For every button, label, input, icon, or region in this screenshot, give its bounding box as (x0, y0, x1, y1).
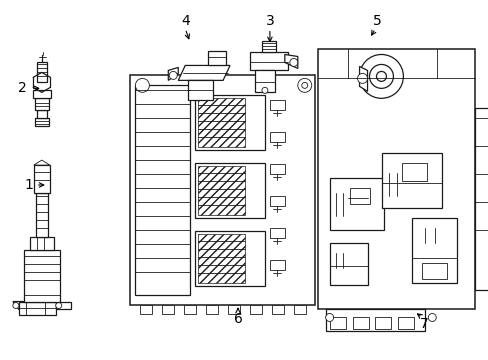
Bar (195, 95, 264, 150)
Bar (375, 318, 390, 329)
Bar (329, 243, 367, 285)
Polygon shape (130, 75, 314, 305)
Polygon shape (168, 67, 178, 80)
Bar (36, 193, 48, 237)
Bar (195, 163, 264, 218)
Text: 4: 4 (181, 14, 189, 28)
Bar (269, 132, 285, 142)
Text: 3: 3 (265, 14, 274, 28)
Bar (35, 98, 49, 110)
Bar (208, 50, 225, 66)
Bar (249, 305, 262, 315)
Text: 6: 6 (233, 312, 242, 327)
Circle shape (359, 54, 403, 98)
Bar (329, 178, 384, 230)
Bar (349, 188, 369, 204)
Bar (206, 305, 218, 315)
Bar (325, 310, 425, 332)
Circle shape (357, 73, 367, 84)
Bar (382, 153, 441, 208)
Bar (34, 165, 50, 193)
Bar (37, 110, 47, 118)
Bar (254, 71, 274, 92)
Text: 5: 5 (372, 14, 381, 28)
Circle shape (135, 78, 149, 92)
Bar (269, 164, 285, 174)
Bar (402, 163, 427, 181)
Bar (33, 90, 51, 98)
Circle shape (297, 78, 311, 92)
Text: 1: 1 (24, 178, 33, 192)
Circle shape (262, 87, 267, 93)
Bar (271, 305, 283, 315)
Bar (422, 263, 447, 279)
Text: 7: 7 (419, 318, 428, 332)
Circle shape (289, 58, 297, 67)
Circle shape (369, 64, 393, 88)
Bar (37, 62, 47, 82)
Bar (135, 85, 190, 294)
Polygon shape (19, 302, 56, 315)
Bar (329, 318, 345, 329)
Bar (411, 218, 456, 283)
Polygon shape (13, 302, 31, 310)
Bar (30, 237, 54, 250)
Polygon shape (249, 53, 287, 71)
Bar (269, 100, 285, 110)
Circle shape (301, 82, 307, 88)
Bar (227, 305, 240, 315)
Bar (195, 231, 264, 285)
Polygon shape (317, 49, 474, 310)
Bar (140, 305, 152, 315)
Polygon shape (56, 302, 71, 310)
Circle shape (13, 302, 19, 309)
Bar (352, 318, 368, 329)
Circle shape (56, 302, 61, 309)
Bar (293, 305, 305, 315)
Bar (269, 228, 285, 238)
Polygon shape (178, 66, 229, 80)
Polygon shape (285, 54, 297, 68)
Circle shape (427, 314, 435, 321)
Circle shape (325, 314, 333, 321)
Text: 2: 2 (19, 81, 27, 95)
Bar (398, 318, 413, 329)
Bar (188, 80, 213, 100)
Circle shape (169, 71, 177, 80)
Circle shape (376, 71, 386, 81)
Bar (184, 305, 196, 315)
Bar (262, 41, 275, 53)
Bar (269, 196, 285, 206)
Bar (162, 305, 174, 315)
Polygon shape (34, 160, 50, 165)
Bar (35, 118, 49, 126)
Polygon shape (359, 67, 367, 91)
Bar (474, 108, 488, 289)
Bar (269, 260, 285, 270)
Bar (24, 250, 60, 302)
